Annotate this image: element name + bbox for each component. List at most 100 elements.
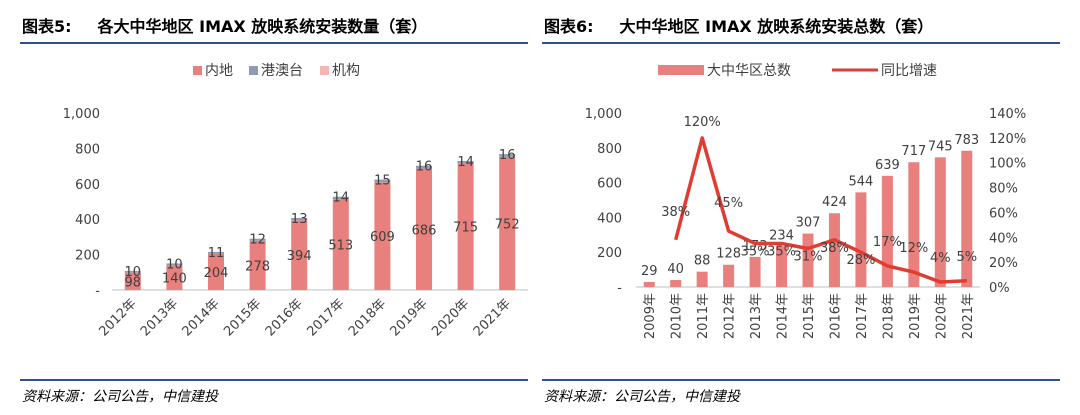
bar-hkmo (332, 196, 349, 200)
y-tick-label: 1,000 (63, 107, 100, 122)
legend-label-1: 港澳台 (261, 63, 303, 79)
data-label-total: 424 (822, 195, 847, 210)
line-growth (674, 136, 967, 284)
data-label-growth: 12% (899, 241, 928, 256)
data-label-hkmo: 13 (291, 212, 308, 227)
data-label-growth: 35% (741, 245, 770, 260)
y-tick-label: 200 (75, 249, 100, 264)
left-chart-title: 图表5: 各大中华地区 IMAX 放映系统安装数量（套） (22, 13, 528, 37)
bar-total (723, 264, 735, 287)
bar-hkmo (291, 217, 308, 221)
data-label-growth: 17% (873, 235, 902, 250)
y-right-tick-label: 80% (989, 182, 1018, 197)
bar-hkmo (166, 263, 183, 266)
bar-total (802, 233, 814, 287)
legend-label-2: 机构 (332, 63, 360, 79)
y-tick-label: 600 (75, 178, 100, 193)
x-tick-label: 2021年 (471, 296, 514, 339)
bar-inland (332, 199, 349, 290)
bar-hkmo (416, 165, 432, 169)
left-stacked-bar-chart: 内地 港澳台 机构-2004006008001,00098102012年140102… (63, 63, 528, 339)
y-right-tick-label: 20% (989, 256, 1018, 271)
data-label-total: 783 (954, 133, 979, 148)
data-label-total: 88 (694, 254, 711, 269)
x-tick-label: 2010年 (670, 293, 685, 339)
y-tick-label: - (95, 284, 100, 299)
data-label-inland: 204 (204, 266, 229, 281)
bar-total (749, 256, 761, 287)
x-tick-label: 2019年 (908, 293, 923, 339)
data-label-growth: 35% (767, 245, 796, 260)
data-label-inland: 394 (287, 249, 312, 264)
data-label-inland: 513 (328, 239, 353, 254)
bar-total (776, 246, 788, 287)
data-label-growth: 45% (714, 196, 743, 211)
right-top-rule (542, 42, 1060, 44)
data-label-inland: 278 (245, 259, 270, 274)
x-tick-label: 2012年 (723, 293, 738, 339)
bar-inland (457, 163, 474, 290)
x-tick-label: 2021年 (961, 293, 976, 339)
data-label-hkmo: 11 (208, 246, 225, 261)
y-left-tick-label: 600 (597, 177, 622, 192)
right-chart-panel: 图表6: 大中华地区 IMAX 放映系统安装总数（套） 大中华区总数 同比增速 - 20… (540, 0, 1080, 415)
data-label-hkmo: 15 (374, 174, 391, 189)
bar-inland (208, 253, 224, 290)
x-tick-label: 2014年 (180, 296, 223, 339)
x-tick-label: 2009年 (643, 293, 658, 339)
data-label-growth: 38% (820, 241, 849, 256)
bar-total (696, 271, 708, 287)
data-label-total: 745 (928, 139, 953, 154)
y-left-tick-label: 400 (597, 211, 622, 226)
data-label-growth: 4% (930, 251, 951, 266)
bar-inland (166, 265, 183, 290)
data-label-total: 29 (641, 264, 658, 279)
y-right-tick-label: 120% (989, 132, 1026, 147)
y-right-tick-label: 100% (989, 157, 1026, 172)
data-label-growth: 28% (846, 253, 875, 268)
bar-inland (499, 156, 516, 290)
bar-total (908, 162, 920, 287)
legend-swatch-0 (193, 66, 202, 75)
bar-hkmo (374, 179, 391, 183)
x-tick-label: 2015年 (221, 296, 264, 339)
left-figure-number: 图表5: (22, 17, 72, 36)
legend-swatch-1 (249, 66, 258, 75)
left-source-note: 资料来源：公司公告，中信建投 (22, 389, 218, 405)
data-label-total: 40 (667, 262, 684, 277)
x-tick-label: 2019年 (388, 296, 431, 339)
x-tick-label: 2018年 (346, 296, 389, 339)
right-chart-title: 图表6: 大中华地区 IMAX 放映系统安装总数（套） (544, 13, 1068, 37)
left-chart-panel: 图表5: 各大中华地区 IMAX 放映系统安装数量（套） 内地 港澳台 机构 - 200 4… (20, 13, 528, 405)
y-left-tick-label: 200 (597, 246, 622, 261)
x-tick-label: 2016年 (263, 296, 306, 339)
data-label-total: 234 (769, 228, 794, 243)
bar-total (643, 281, 655, 287)
bar-hkmo (208, 251, 224, 254)
bar-inland (249, 240, 266, 290)
legend-label-total: 大中华区总数 (707, 63, 791, 79)
data-label-total: 128 (716, 247, 741, 262)
data-label-hkmo: 16 (416, 160, 433, 175)
bar-hkmo (499, 154, 516, 157)
x-tick-label: 2020年 (429, 296, 472, 339)
right-figure-number: 图表6: (544, 17, 594, 36)
right-combo-chart: 大中华区总数 同比增速 - 200 400 600 800 1,000 0% 20% 40% 60% 8… (585, 63, 1026, 339)
bar-total (961, 150, 973, 287)
bar-total (828, 213, 840, 287)
x-tick-label: 2015年 (802, 293, 817, 339)
x-tick-label: 2020年 (934, 293, 949, 339)
right-bottom-rule (542, 379, 1060, 381)
y-right-tick-label: 60% (989, 206, 1018, 221)
bar-hkmo (457, 160, 474, 164)
y-left-tick-label: 800 (597, 142, 622, 157)
bar-hkmo (124, 270, 141, 273)
x-tick-label: 2016年 (828, 293, 843, 339)
data-label-inland: 140 (162, 272, 187, 287)
y-right-tick-label: 40% (989, 231, 1018, 246)
data-label-hkmo: 14 (333, 191, 350, 206)
x-tick-label: 2012年 (96, 296, 139, 339)
data-label-total: 307 (796, 216, 821, 231)
y-tick-label: 800 (75, 142, 100, 157)
legend-label-growth: 同比增速 (881, 63, 937, 79)
